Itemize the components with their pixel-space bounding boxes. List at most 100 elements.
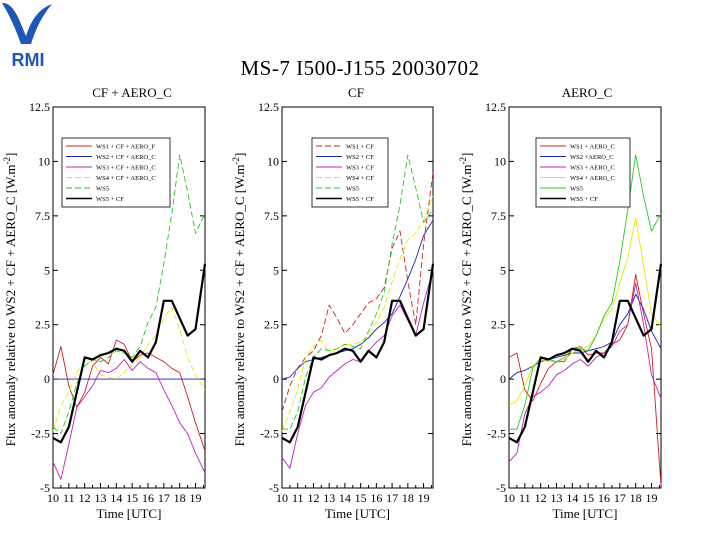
legend-box — [535, 137, 631, 208]
series-line-4 — [52, 306, 206, 432]
x-tick-label: 14 — [339, 491, 351, 505]
legend-entry: WS3 + CF — [346, 164, 374, 171]
y-tick-label: -2.5 — [487, 427, 506, 441]
x-tick-label: 17 — [386, 491, 398, 505]
y-tick-label: -5 — [40, 481, 50, 495]
x-tick-label: 15 — [582, 491, 594, 505]
series-line-4 — [508, 217, 662, 406]
y-axis-label: Flux anomaly relative to WS2 + CF + AERO… — [231, 153, 247, 447]
chart-title: CF + AERO_C — [92, 85, 172, 100]
legend-entry: WS4 + CF — [346, 175, 374, 182]
legend-entry: WS5 — [346, 185, 359, 192]
series-line-3 — [52, 359, 206, 480]
chart-title: CF — [348, 85, 364, 100]
series-line-3 — [281, 270, 434, 469]
plot-frame — [508, 106, 662, 489]
legend-entry: WS2 + CF — [346, 154, 374, 161]
legend-entry: WS1 + AERO_C — [570, 143, 615, 150]
legend-entry: WS5 + CF — [96, 196, 124, 203]
y-tick-label: 12.5 — [485, 100, 506, 114]
legend-entry: WS1 + CF + AERO_F — [96, 143, 155, 150]
y-tick-label: 7.5 — [264, 209, 279, 223]
x-tick-label: 19 — [418, 491, 430, 505]
chart-title: AERO_C — [562, 85, 613, 100]
x-tick-label: 18 — [174, 491, 186, 505]
y-tick-label: 12.5 — [29, 100, 50, 114]
y-tick-label: 5 — [500, 263, 506, 277]
x-tick-label: 12 — [535, 491, 547, 505]
x-tick-label: 15 — [355, 491, 367, 505]
y-tick-label: -2.5 — [31, 427, 50, 441]
legend-box — [311, 137, 389, 208]
y-tick-label: 0 — [44, 372, 50, 386]
x-axis-label: Time [UTC] — [325, 506, 390, 521]
legend-entry: WS3 + AERO_C — [570, 164, 615, 171]
legend-entry: WS1 + CF — [346, 143, 374, 150]
series-line-5 — [509, 154, 662, 430]
plot-frame — [52, 106, 206, 489]
rmi-logo-text: RMI — [12, 50, 45, 70]
x-tick-label: 19 — [646, 491, 658, 505]
series-line-6 — [281, 263, 435, 444]
x-tick-label: 10 — [503, 491, 515, 505]
legend: WS1 + AERO_C WS2 +AERO_C WS3 + AERO_C WS4 +… — [535, 137, 631, 208]
x-tick-label: 13 — [323, 491, 335, 505]
chart-panel-3: AERO_C -5 -2.5 0 2.5 5 7.5 10 12.5 10 11 12 13 14 15 16… — [458, 85, 663, 521]
series-line-6 — [508, 263, 663, 444]
x-tick-label: 15 — [126, 491, 138, 505]
x-tick-label: 17 — [614, 491, 626, 505]
x-tick-label: 14 — [566, 491, 578, 505]
x-tick-label: 16 — [598, 491, 610, 505]
y-tick-label: 0 — [273, 372, 279, 386]
legend-entry: WS5 + CF — [570, 196, 598, 203]
x-tick-label: 10 — [276, 491, 288, 505]
series-line-1 — [508, 274, 662, 486]
x-tick-label: 16 — [370, 491, 382, 505]
series-line-5 — [52, 154, 206, 435]
legend: WS1 + CF WS2 + CF WS3 + CF WS4 + CF WS5 WS5 +… — [311, 137, 389, 208]
y-tick-label: -5 — [496, 481, 506, 495]
x-tick-label: 11 — [519, 491, 531, 505]
y-tick-label: 2.5 — [35, 318, 50, 332]
series-line-3 — [508, 282, 662, 463]
x-tick-label: 18 — [630, 491, 642, 505]
legend-entry: WS2 +AERO_C — [570, 154, 614, 161]
x-tick-label: 11 — [292, 491, 304, 505]
y-tick-label: 5 — [273, 263, 279, 277]
x-tick-label: 17 — [158, 491, 170, 505]
legend-entry: WS5 — [570, 185, 583, 192]
plot-frame — [281, 106, 434, 489]
legend-entry: WS4 + CF + AERO_C — [96, 175, 156, 182]
y-tick-label: 5 — [44, 263, 50, 277]
y-tick-label: 7.5 — [491, 209, 506, 223]
y-axis-label: Flux anomaly relative to WS2 + CF + AERO… — [458, 153, 474, 447]
y-tick-label: 10 — [38, 154, 50, 168]
x-tick-label: 16 — [142, 491, 154, 505]
x-tick-label: 18 — [402, 491, 414, 505]
series-line-2 — [508, 293, 662, 380]
y-tick-label: 0 — [500, 372, 506, 386]
x-tick-label: 12 — [307, 491, 319, 505]
y-tick-label: -2.5 — [260, 427, 279, 441]
series-line-2 — [281, 219, 434, 380]
y-tick-label: 2.5 — [264, 318, 279, 332]
legend-entry: WS5 — [96, 185, 109, 192]
series-line-6 — [52, 263, 207, 444]
x-tick-label: 14 — [110, 491, 122, 505]
y-tick-label: -5 — [269, 481, 279, 495]
rmi-logo: RMI — [2, 2, 52, 70]
legend-entry: WS2 + CF + AERO_C — [96, 154, 156, 161]
series-line-5 — [282, 154, 434, 430]
legend-entry: WS3 + CF + AERO_C — [96, 164, 156, 171]
rmi-logo-mark — [2, 2, 52, 44]
x-tick-label: 11 — [63, 491, 75, 505]
y-tick-label: 2.5 — [491, 318, 506, 332]
x-tick-label: 10 — [47, 491, 59, 505]
legend: WS1 + CF + AERO_F WS2 + CF + AERO_C WS3 + … — [61, 137, 171, 208]
legend-entry: WS5 + CF — [346, 196, 374, 203]
x-tick-label: 13 — [95, 491, 107, 505]
y-axis-label: Flux anomaly relative to WS2 + CF + AERO… — [2, 153, 18, 447]
